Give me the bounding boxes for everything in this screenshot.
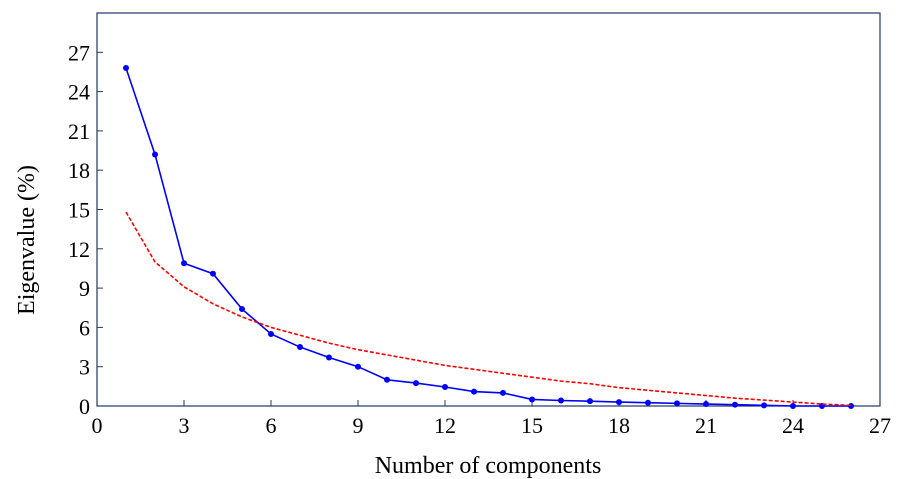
x-tick-label: 0: [92, 413, 103, 438]
data-point: [790, 403, 796, 409]
data-point: [645, 399, 651, 406]
x-tick-label: 15: [521, 413, 543, 438]
data-series: [123, 65, 854, 409]
data-point: [587, 398, 593, 405]
data-point: [355, 363, 361, 370]
data-point: [529, 396, 535, 403]
data-point: [326, 354, 332, 361]
data-point: [674, 400, 680, 407]
y-tick-label: 9: [79, 276, 90, 301]
data-point: [297, 344, 303, 351]
y-tick-label: 27: [68, 40, 90, 65]
x-tick-label: 9: [353, 413, 364, 438]
data-point: [413, 380, 419, 387]
data-point: [181, 260, 187, 267]
x-tick-label: 3: [179, 413, 190, 438]
y-tick-label: 12: [68, 237, 90, 262]
y-tick-label: 0: [79, 394, 90, 419]
x-axis-title: Number of components: [375, 453, 602, 479]
plot-frame: [96, 12, 881, 407]
data-point: [732, 401, 738, 408]
y-tick-label: 6: [79, 315, 90, 340]
x-tick-label: 6: [266, 413, 277, 438]
solid-line-series: [125, 67, 851, 407]
data-point: [210, 270, 216, 277]
data-point: [442, 384, 448, 391]
data-point: [152, 151, 158, 158]
y-tick-label: 21: [68, 119, 90, 144]
x-tick-label: 12: [434, 413, 456, 438]
axis-ticks: 0 3 6 9 12 15 18 21 24 27 0 3 6 9 12 15 18 21 24 27: [68, 40, 891, 438]
data-point: [616, 399, 622, 406]
y-axis-title: Eigenvalue (%): [14, 165, 40, 315]
x-tick-label: 24: [782, 413, 804, 438]
x-tick-label: 18: [608, 413, 630, 438]
x-tick-label: 21: [695, 413, 717, 438]
data-point: [500, 389, 506, 396]
data-point: [384, 376, 390, 383]
data-point: [703, 401, 709, 408]
y-tick-label: 18: [68, 158, 90, 183]
y-tick-label: 3: [79, 355, 90, 380]
data-point: [239, 306, 245, 313]
dashed-line-series: [125, 211, 852, 407]
data-point: [268, 330, 274, 337]
data-point: [761, 402, 767, 409]
y-tick-label: 24: [68, 80, 90, 105]
data-point: [123, 65, 129, 72]
data-point: [558, 397, 564, 404]
data-point: [471, 388, 477, 395]
y-tick-label: 15: [68, 198, 90, 223]
x-tick-label: 27: [869, 413, 891, 438]
